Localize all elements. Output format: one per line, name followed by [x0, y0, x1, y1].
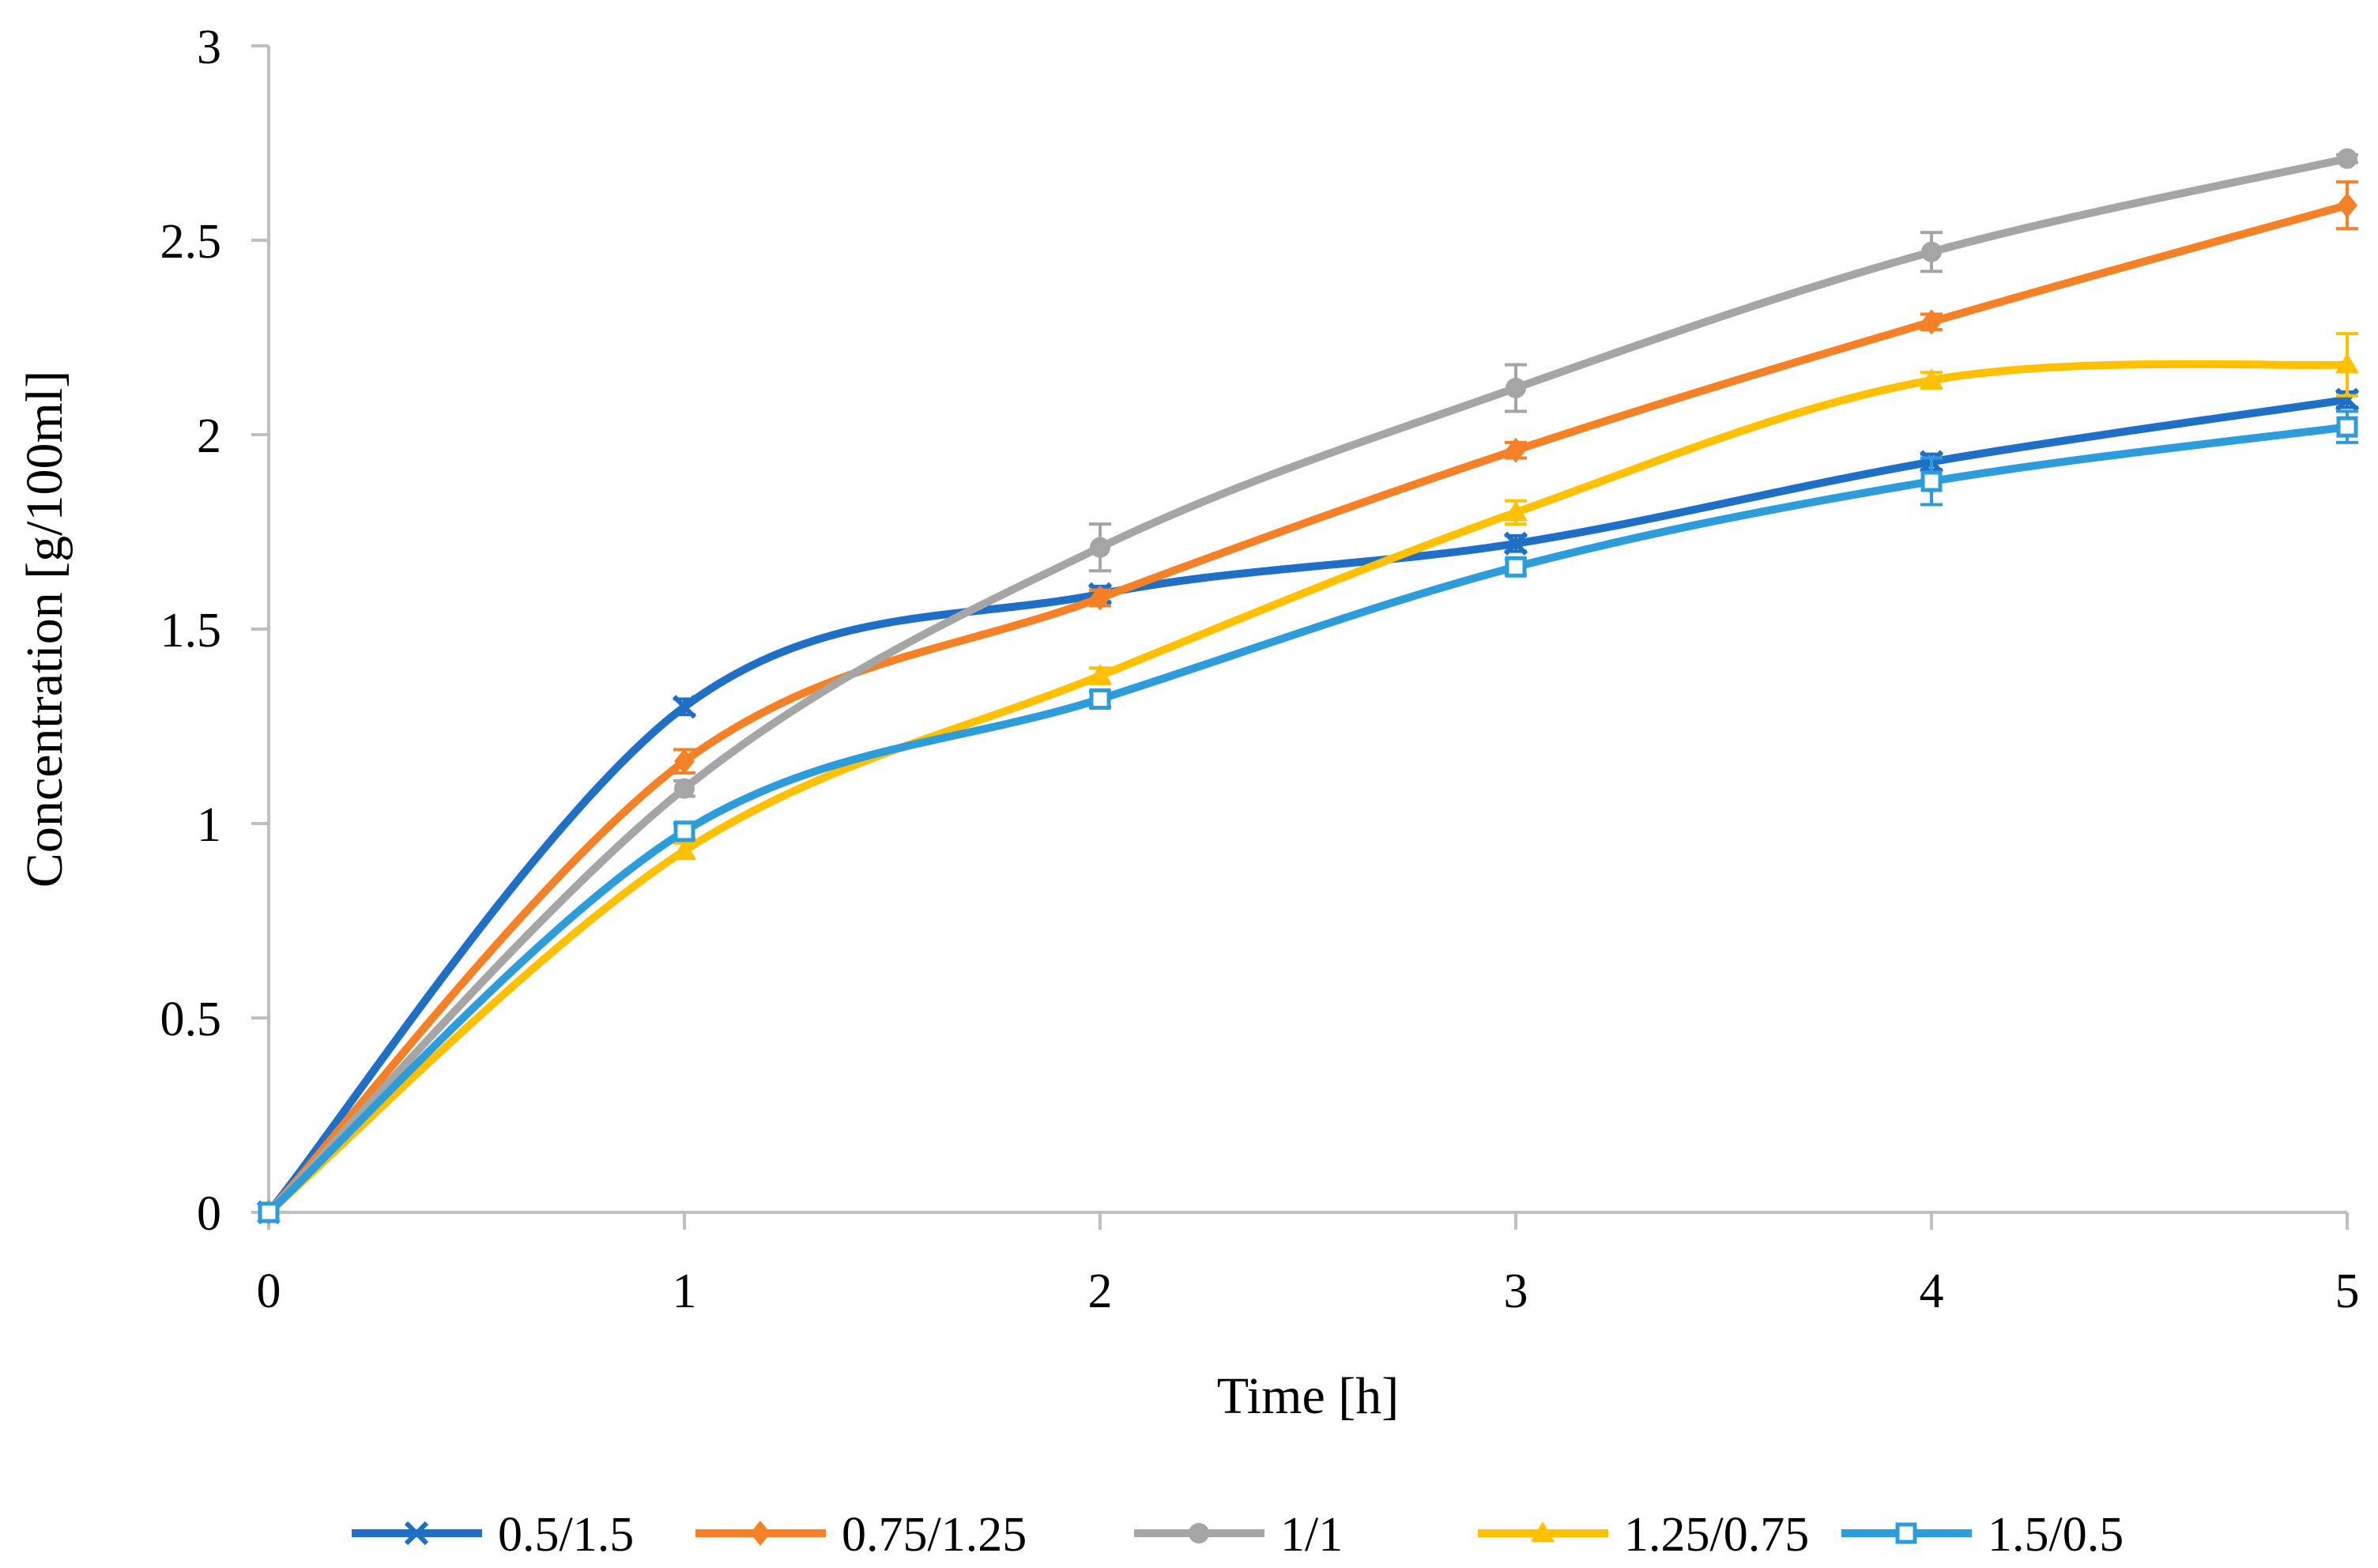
data-point [1920, 368, 1943, 390]
y-tick-label: 1.5 [160, 604, 222, 658]
y-tick-label: 2 [197, 409, 221, 463]
legend-label: 0.75/1.25 [842, 1508, 1027, 1562]
series-0.5/1.5 [256, 387, 2360, 1225]
legend-marker [750, 1521, 771, 1546]
series-0.75/1.25 [258, 180, 2358, 1225]
y-tick-label: 1 [197, 798, 221, 852]
data-point [1921, 241, 1942, 262]
y-axis-title: Concentration [g/100ml] [16, 371, 73, 888]
data-point [1920, 470, 1943, 492]
y-tick-label: 0 [197, 1187, 221, 1241]
legend-marker [1895, 1522, 1917, 1544]
legend-item-1.5/0.5: 1.5/0.5 [1841, 1508, 2124, 1562]
x-tick-label: 0 [257, 1265, 281, 1318]
y-tick-label: 0.5 [160, 993, 222, 1046]
x-tick-label: 3 [1504, 1265, 1528, 1318]
data-point [2336, 416, 2358, 438]
data-point [1506, 437, 1526, 463]
legend-label: 0.5/1.5 [498, 1508, 634, 1562]
data-point [1921, 309, 1942, 335]
series-1.25/0.75 [257, 332, 2359, 1221]
data-point [2337, 192, 2357, 218]
data-point [672, 695, 697, 719]
x-tick-label: 5 [2335, 1265, 2360, 1318]
series-layer [256, 148, 2360, 1225]
legend: 0.5/1.5 0.75/1.25 1/1 1.25/0.75 1.5/0.5 [352, 1508, 2124, 1562]
y-tick-labels: 0 0.5 1 1.5 2 2.5 3 [160, 21, 269, 1241]
x-tick-labels: 0 1 2 3 4 5 [257, 1212, 2360, 1318]
legend-marker [1189, 1523, 1209, 1544]
data-point [673, 820, 695, 842]
legend-item-1/1: 1/1 [1134, 1508, 1343, 1562]
data-point [1505, 556, 1527, 578]
data-point [1090, 537, 1110, 558]
x-tick-label: 4 [1920, 1265, 1944, 1318]
legend-marker [1531, 1521, 1555, 1542]
data-point [2337, 148, 2357, 169]
data-point [1090, 585, 1110, 611]
data-point [1506, 377, 1526, 398]
legend-marker [404, 1521, 429, 1546]
series-line [265, 360, 2351, 1216]
series-1/1 [258, 148, 2358, 1223]
data-point [673, 839, 696, 860]
x-tick-label: 1 [673, 1265, 697, 1318]
data-point [2335, 352, 2359, 374]
legend-label: 1/1 [1280, 1508, 1343, 1562]
data-point [1504, 500, 1528, 522]
data-point [1088, 664, 1112, 685]
data-point [1503, 531, 1528, 556]
data-point [258, 1201, 280, 1223]
legend-item-1.25/0.75: 1.25/0.75 [1478, 1508, 1809, 1562]
x-axis-title: Time [h] [1217, 1367, 1399, 1425]
series-1.5/0.5 [258, 409, 2358, 1223]
series-line [265, 201, 2351, 1216]
legend-item-0.75/1.25: 0.75/1.25 [695, 1508, 1027, 1562]
legend-label: 1.5/0.5 [1988, 1508, 2124, 1562]
data-point [2335, 387, 2360, 412]
legend-item-0.5/1.5: 0.5/1.5 [352, 1508, 634, 1562]
series-line [265, 423, 2351, 1216]
data-point [1089, 688, 1111, 710]
x-tick-label: 2 [1088, 1265, 1113, 1318]
y-tick-label: 3 [197, 21, 221, 74]
y-tick-label: 2.5 [160, 215, 222, 269]
data-point [674, 778, 695, 799]
legend-label: 1.25/0.75 [1624, 1508, 1809, 1562]
series-line [265, 154, 2351, 1216]
series-line [265, 395, 2351, 1216]
data-point [674, 748, 695, 775]
